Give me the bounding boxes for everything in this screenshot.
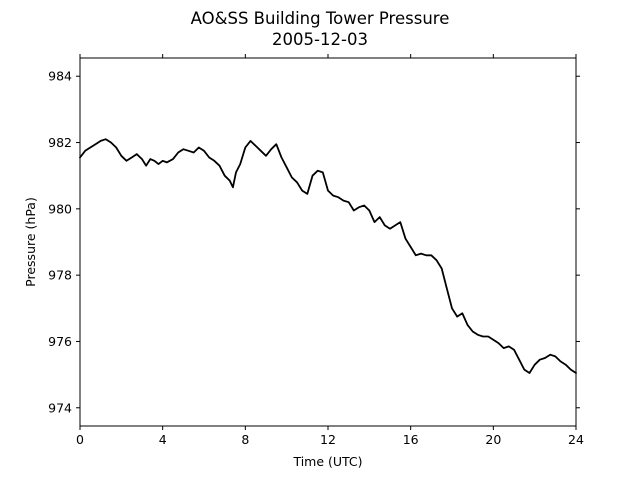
chart-title: AO&SS Building Tower Pressure [191, 9, 450, 28]
x-tick-label: 8 [241, 432, 249, 447]
x-tick-label: 24 [568, 432, 584, 447]
y-axis-label: Pressure (hPa) [23, 197, 38, 287]
y-tick-label: 974 [48, 400, 72, 415]
axis-ticks: 0 4 8 12 16 20 24 974 976 978 980 982 984 [48, 54, 584, 447]
y-tick-label: 978 [48, 268, 72, 283]
series-layer [79, 138, 577, 374]
x-tick-label: 4 [159, 432, 167, 447]
y-tick-label: 982 [48, 135, 72, 150]
x-tick-label: 20 [485, 432, 501, 447]
chart-subtitle: 2005-12-03 [272, 30, 368, 49]
plot-frame [79, 57, 577, 427]
pressure-series-line [79, 138, 577, 374]
y-tick-label: 976 [48, 334, 72, 349]
x-axis-label: Time (UTC) [292, 454, 362, 469]
x-tick-label: 0 [76, 432, 84, 447]
y-tick-label: 980 [48, 201, 72, 216]
x-tick-label: 16 [403, 432, 419, 447]
x-tick-label: 12 [320, 432, 336, 447]
y-tick-label: 984 [48, 69, 72, 84]
